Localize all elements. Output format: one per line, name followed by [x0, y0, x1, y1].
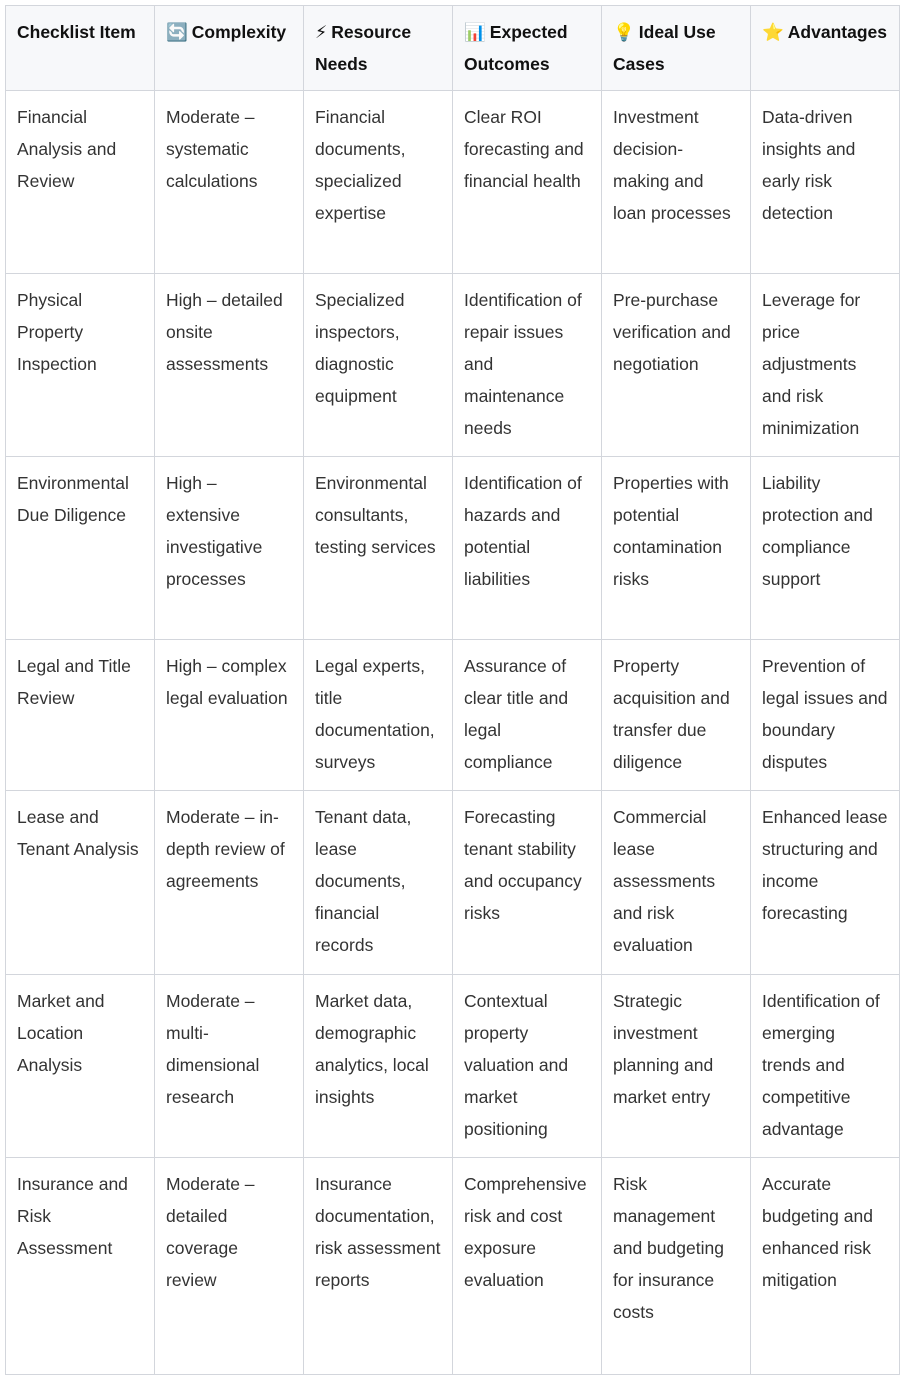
table-cell: Risk management and budgeting for insura…	[601, 1157, 751, 1375]
column-header: ⭐ Advantages	[750, 5, 900, 91]
refresh-icon: 🔄	[166, 22, 188, 42]
table-cell: Moderate – detailed coverage review	[154, 1157, 304, 1375]
table-row: Financial Analysis and Review Moderate – …	[5, 90, 900, 274]
column-header: ⚡ Resource Needs	[303, 5, 453, 91]
table-cell: Environmental consultants, testing servi…	[303, 456, 453, 640]
column-header: 💡 Ideal Use Cases	[601, 5, 751, 91]
table-cell: Moderate – systematic calculations	[154, 90, 304, 274]
table-cell: Forecasting tenant stability and occupan…	[452, 790, 602, 975]
table-cell: Leverage for price adjustments and risk …	[750, 273, 900, 457]
table-row: Physical Property Inspection High – detai…	[5, 273, 900, 457]
table-cell: High – complex legal evaluation	[154, 639, 304, 791]
table-row: Legal and Title Review High – complex leg…	[5, 639, 900, 791]
bar-chart-icon: 📊	[464, 22, 486, 42]
lightbulb-icon: 💡	[613, 22, 635, 42]
table-cell: Identification of emerging trends and co…	[750, 974, 900, 1158]
table-cell: Commercial lease assessments and risk ev…	[601, 790, 751, 975]
table-cell: Identification of repair issues and main…	[452, 273, 602, 457]
column-header-label: Advantages	[787, 22, 887, 42]
table-cell: Contextual property valuation and market…	[452, 974, 602, 1158]
table-cell: Environmental Due Diligence	[5, 456, 155, 640]
table-cell: Market data, demographic analytics, loca…	[303, 974, 453, 1158]
table-cell: Physical Property Inspection	[5, 273, 155, 457]
column-header-label: Resource Needs	[315, 22, 412, 74]
table-cell: Insurance documentation, risk assessment…	[303, 1157, 453, 1375]
table-cell: Pre-purchase verification and negotiatio…	[601, 273, 751, 457]
table-cell: Data-driven insights and early risk dete…	[750, 90, 900, 274]
column-header-label: Expected Outcomes	[464, 22, 568, 74]
table-cell: High – extensive investigative processes	[154, 456, 304, 640]
table-cell: Enhanced lease structuring and income fo…	[750, 790, 900, 975]
column-header: 🔄 Complexity	[154, 5, 304, 91]
header-row: Checklist Item 🔄 Complexity ⚡ Resource Needs…	[5, 5, 900, 91]
table-row: Environmental Due Diligence High – extens…	[5, 456, 900, 640]
table-cell: Identification of hazards and potential …	[452, 456, 602, 640]
table-cell: Insurance and Risk Assessment	[5, 1157, 155, 1375]
table-row: Insurance and Risk Assessment Moderate – …	[5, 1157, 900, 1375]
column-header-label: Ideal Use Cases	[613, 22, 716, 74]
star-icon: ⭐	[762, 22, 784, 42]
table-cell: Financial Analysis and Review	[5, 90, 155, 274]
table-cell: Accurate budgeting and enhanced risk mit…	[750, 1157, 900, 1375]
table-cell: Property acquisition and transfer due di…	[601, 639, 751, 791]
table-cell: Moderate – in-depth review of agreements	[154, 790, 304, 975]
table-cell: Legal and Title Review	[5, 639, 155, 791]
table-cell: Financial documents, specialized experti…	[303, 90, 453, 274]
column-header-label: Checklist Item	[17, 22, 136, 42]
lightning-icon: ⚡	[315, 22, 328, 42]
table-cell: Assurance of clear title and legal compl…	[452, 639, 602, 791]
table-cell: Clear ROI forecasting and financial heal…	[452, 90, 602, 274]
table-cell: Specialized inspectors, diagnostic equip…	[303, 273, 453, 457]
table-cell: Lease and Tenant Analysis	[5, 790, 155, 975]
table-cell: Tenant data, lease documents, financial …	[303, 790, 453, 975]
table-cell: Strategic investment planning and market…	[601, 974, 751, 1158]
column-header-label: Complexity	[191, 22, 287, 42]
column-header: Checklist Item	[5, 5, 155, 91]
table-cell: Investment decision-making and loan proc…	[601, 90, 751, 274]
table-cell: Market and Location Analysis	[5, 974, 155, 1158]
table-cell: Legal experts, title documentation, surv…	[303, 639, 453, 791]
table-row: Lease and Tenant Analysis Moderate – in-d…	[5, 790, 900, 975]
column-header: 📊 Expected Outcomes	[452, 5, 602, 91]
table-cell: Comprehensive risk and cost exposure eva…	[452, 1157, 602, 1375]
table-cell: Properties with potential contamination …	[601, 456, 751, 640]
table-cell: Moderate – multi-dimensional research	[154, 974, 304, 1158]
checklist-table: Checklist Item 🔄 Complexity ⚡ Resource Needs…	[5, 5, 900, 1375]
table-cell: Liability protection and compliance supp…	[750, 456, 900, 640]
table-cell: Prevention of legal issues and boundary …	[750, 639, 900, 791]
table-row: Market and Location Analysis Moderate – m…	[5, 974, 900, 1158]
table-cell: High – detailed onsite assessments	[154, 273, 304, 457]
